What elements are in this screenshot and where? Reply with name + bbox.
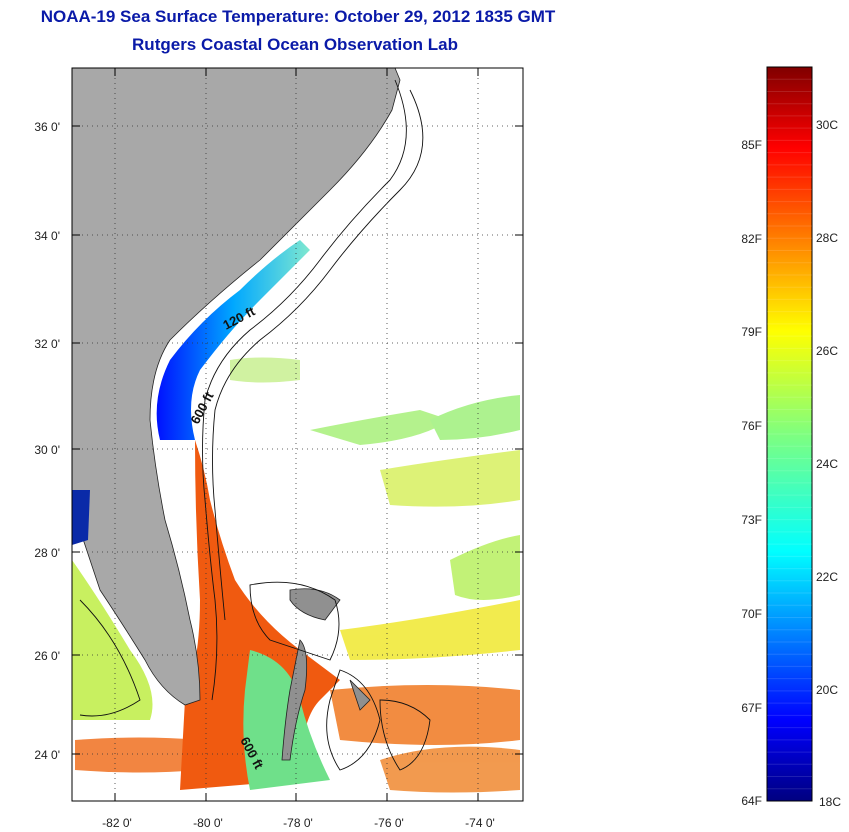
colorbar: 85F 82F 79F 76F 73F 70F 67F 64F 30C 28C … xyxy=(741,66,841,809)
map-title: NOAA-19 Sea Surface Temperature: October… xyxy=(40,7,556,26)
lat-label: 36 0' xyxy=(34,120,60,134)
graticule xyxy=(72,68,523,801)
latitude-labels: 36 0' 34 0' 32 0' 30 0' 28 0' 26 0' 24 0… xyxy=(34,120,60,762)
lat-label: 28 0' xyxy=(34,546,60,560)
map-ticks xyxy=(72,68,523,801)
colorbar-f-label: 79F xyxy=(741,325,762,339)
colorbar-c-labels: 30C 28C 26C 24C 22C 20C 18C xyxy=(816,118,841,809)
colorbar-c-label: 28C xyxy=(816,231,838,245)
colorbar-c-label: 22C xyxy=(816,570,838,584)
colorbar-gradient xyxy=(766,66,813,802)
colorbar-f-label: 73F xyxy=(741,513,762,527)
lon-label: -82 0' xyxy=(102,816,132,830)
colorbar-bands xyxy=(767,78,812,790)
lat-label: 32 0' xyxy=(34,337,60,351)
lon-label: -80 0' xyxy=(193,816,223,830)
colorbar-f-labels: 85F 82F 79F 76F 73F 70F 67F 64F xyxy=(741,138,762,808)
bathymetry-contours xyxy=(79,79,431,771)
colorbar-f-label: 76F xyxy=(741,419,762,433)
map-panel: 120 ft 600 ft 600 ft xyxy=(72,68,523,801)
map-frame xyxy=(71,67,524,802)
west-cold-patch xyxy=(72,490,90,545)
colorbar-f-label: 82F xyxy=(741,232,762,246)
colorbar-c-label: 20C xyxy=(816,683,838,697)
lon-label: -76 0' xyxy=(374,816,404,830)
map-subtitle: Rutgers Coastal Ocean Observation Lab xyxy=(132,35,458,54)
lon-label: -74 0' xyxy=(465,816,495,830)
lat-label: 30 0' xyxy=(34,443,60,457)
colorbar-c-label: 26C xyxy=(816,344,838,358)
colorbar-min-c-label: 18C xyxy=(819,795,841,809)
bahamas-islands xyxy=(281,588,371,761)
longitude-labels: -82 0' -80 0' -78 0' -76 0' -74 0' xyxy=(102,816,495,830)
colorbar-f-label: 70F xyxy=(741,607,762,621)
land-mass xyxy=(72,68,401,706)
colorbar-f-label: 85F xyxy=(741,138,762,152)
colorbar-c-label: 24C xyxy=(816,457,838,471)
lat-label: 26 0' xyxy=(34,649,60,663)
colorbar-c-label: 30C xyxy=(816,118,838,132)
lon-label: -78 0' xyxy=(283,816,313,830)
cold-coastal-water xyxy=(156,240,310,440)
lat-label: 34 0' xyxy=(34,229,60,243)
lat-label: 24 0' xyxy=(34,748,60,762)
colorbar-f-label: 67F xyxy=(741,701,762,715)
colorbar-min-f-label: 64F xyxy=(741,794,762,808)
